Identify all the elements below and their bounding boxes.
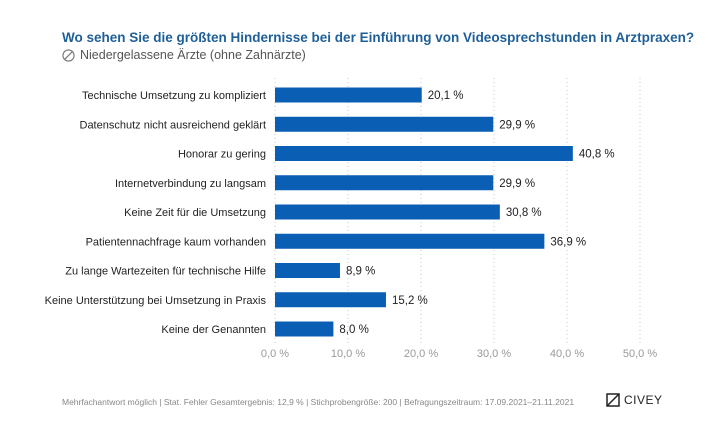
category-label: Keine der Genannten <box>161 324 266 336</box>
bar <box>275 146 573 161</box>
x-tick-label: 0,0 % <box>261 348 289 360</box>
bar <box>275 233 545 249</box>
value-label: 8,0 % <box>339 324 368 336</box>
value-label: 20,1 % <box>428 90 464 102</box>
bar <box>275 292 386 308</box>
x-tick-label: 10,0 % <box>331 348 365 360</box>
brand-logo: CIVEY <box>606 393 663 407</box>
category-label: Keine Unterstützung bei Umsetzung in Pra… <box>45 295 267 307</box>
bar <box>275 175 494 191</box>
category-label: Technische Umsetzung zu kompliziert <box>82 90 266 102</box>
bar <box>275 321 334 337</box>
brand-name: CIVEY <box>624 393 663 407</box>
civey-logo-icon <box>606 393 620 407</box>
bar <box>275 263 340 278</box>
bar-chart: 0,0 % 10,0 % 20,0 % 30,0 % 40,0 % 50,0 % Techn… <box>45 78 657 360</box>
footer-note: Mehrfachantwort möglich | Stat. Fehler G… <box>62 397 575 407</box>
category-label: Datenschutz nicht ausreichend geklärt <box>80 119 267 131</box>
value-label: 8,9 % <box>346 266 375 278</box>
x-tick-label: 40,0 % <box>550 348 584 360</box>
value-label: 40,8 % <box>579 149 615 161</box>
category-label: Patientennachfrage kaum vorhanden <box>86 236 266 248</box>
people-icon <box>62 48 75 62</box>
subtitle-text: Niedergelassene Ärzte (ohne Zahnärzte) <box>80 48 306 62</box>
bar <box>275 116 494 132</box>
x-tick-label: 30,0 % <box>477 348 511 360</box>
value-label: 36,9 % <box>550 236 586 248</box>
value-label: 29,9 % <box>499 119 535 131</box>
value-label: 29,9 % <box>499 178 535 190</box>
category-label: Internetverbindung zu langsam <box>115 178 266 190</box>
chart-title: Wo sehen Sie die größten Hindernisse bei… <box>62 30 695 45</box>
bar <box>275 87 422 103</box>
chart-subtitle: Niedergelassene Ärzte (ohne Zahnärzte) <box>62 48 306 62</box>
value-label: 30,8 % <box>506 207 542 219</box>
x-tick-label: 50,0 % <box>623 348 657 360</box>
value-label: 15,2 % <box>392 295 428 307</box>
category-label: Keine Zeit für die Umsetzung <box>124 207 266 219</box>
category-label: Honorar zu gering <box>178 149 266 161</box>
category-label: Zu lange Wartezeiten für technische Hilf… <box>65 266 266 278</box>
x-tick-label: 20,0 % <box>404 348 438 360</box>
bar <box>275 204 500 220</box>
